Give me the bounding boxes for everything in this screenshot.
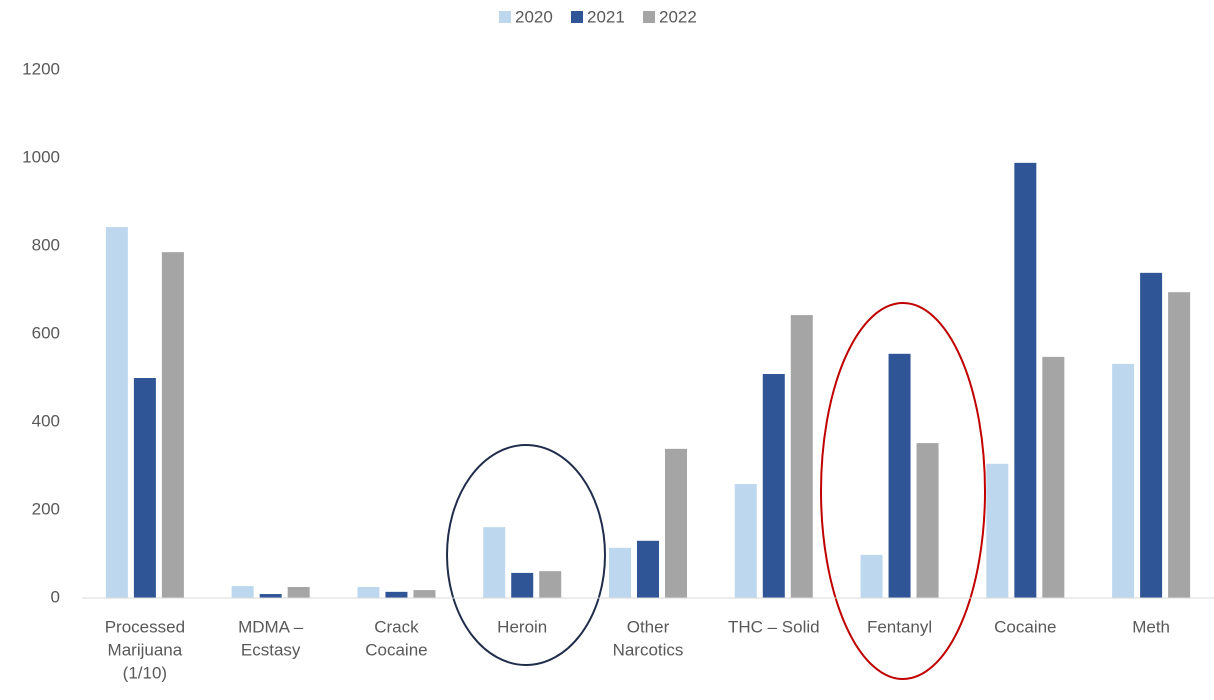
bar [986, 463, 1009, 598]
x-tick-label: MDMA – [238, 617, 304, 636]
y-tick-label: 1000 [22, 147, 60, 166]
bar [916, 443, 939, 598]
bar [231, 586, 254, 598]
bar [1112, 363, 1135, 598]
x-tick-label: Fentanyl [867, 617, 932, 636]
y-tick-label: 1200 [22, 59, 60, 78]
x-tick-label: Marijuana [108, 640, 183, 659]
bar [259, 594, 282, 598]
bar [483, 527, 506, 598]
bar [539, 571, 562, 598]
x-tick-label: Heroin [497, 617, 547, 636]
bar [1042, 356, 1065, 598]
x-tick-label: THC – Solid [728, 617, 820, 636]
bar [1168, 292, 1191, 598]
bar [609, 547, 631, 598]
bar [385, 591, 408, 598]
x-tick-label: Narcotics [613, 640, 684, 659]
y-tick-label: 0 [51, 587, 60, 606]
legend-swatch [499, 11, 511, 23]
bar [637, 540, 659, 598]
bar [161, 252, 184, 598]
x-tick-label: Crack [374, 617, 419, 636]
bar [762, 374, 785, 598]
bar [1140, 272, 1163, 598]
x-tick-label: Processed [105, 617, 185, 636]
x-tick-label: Cocaine [994, 617, 1056, 636]
x-tick-label: Ecstasy [241, 640, 301, 659]
x-tick-label: Meth [1132, 617, 1170, 636]
y-tick-label: 800 [32, 235, 60, 254]
bar [133, 378, 156, 598]
legend-swatch [571, 11, 583, 23]
x-tick-label: (1/10) [123, 663, 167, 682]
bar [511, 572, 534, 598]
legend-swatch [643, 11, 655, 23]
bar [888, 353, 911, 598]
y-tick-label: 400 [32, 411, 60, 430]
highlight-ellipse [446, 444, 606, 666]
y-tick-label: 600 [32, 323, 60, 342]
x-tick-label: Cocaine [365, 640, 427, 659]
legend-label: 2022 [659, 7, 697, 26]
bar [734, 484, 757, 598]
x-tick-label: Other [627, 617, 670, 636]
bar [860, 554, 883, 598]
bar [790, 315, 813, 598]
bar [665, 448, 687, 598]
bar [413, 590, 436, 598]
bar [1014, 162, 1037, 598]
bar [287, 587, 310, 598]
y-tick-label: 200 [32, 499, 60, 518]
legend-label: 2021 [587, 7, 625, 26]
legend-label: 2020 [515, 7, 553, 26]
bar [357, 587, 380, 598]
bar [105, 227, 128, 598]
highlight-ellipse [820, 302, 986, 680]
